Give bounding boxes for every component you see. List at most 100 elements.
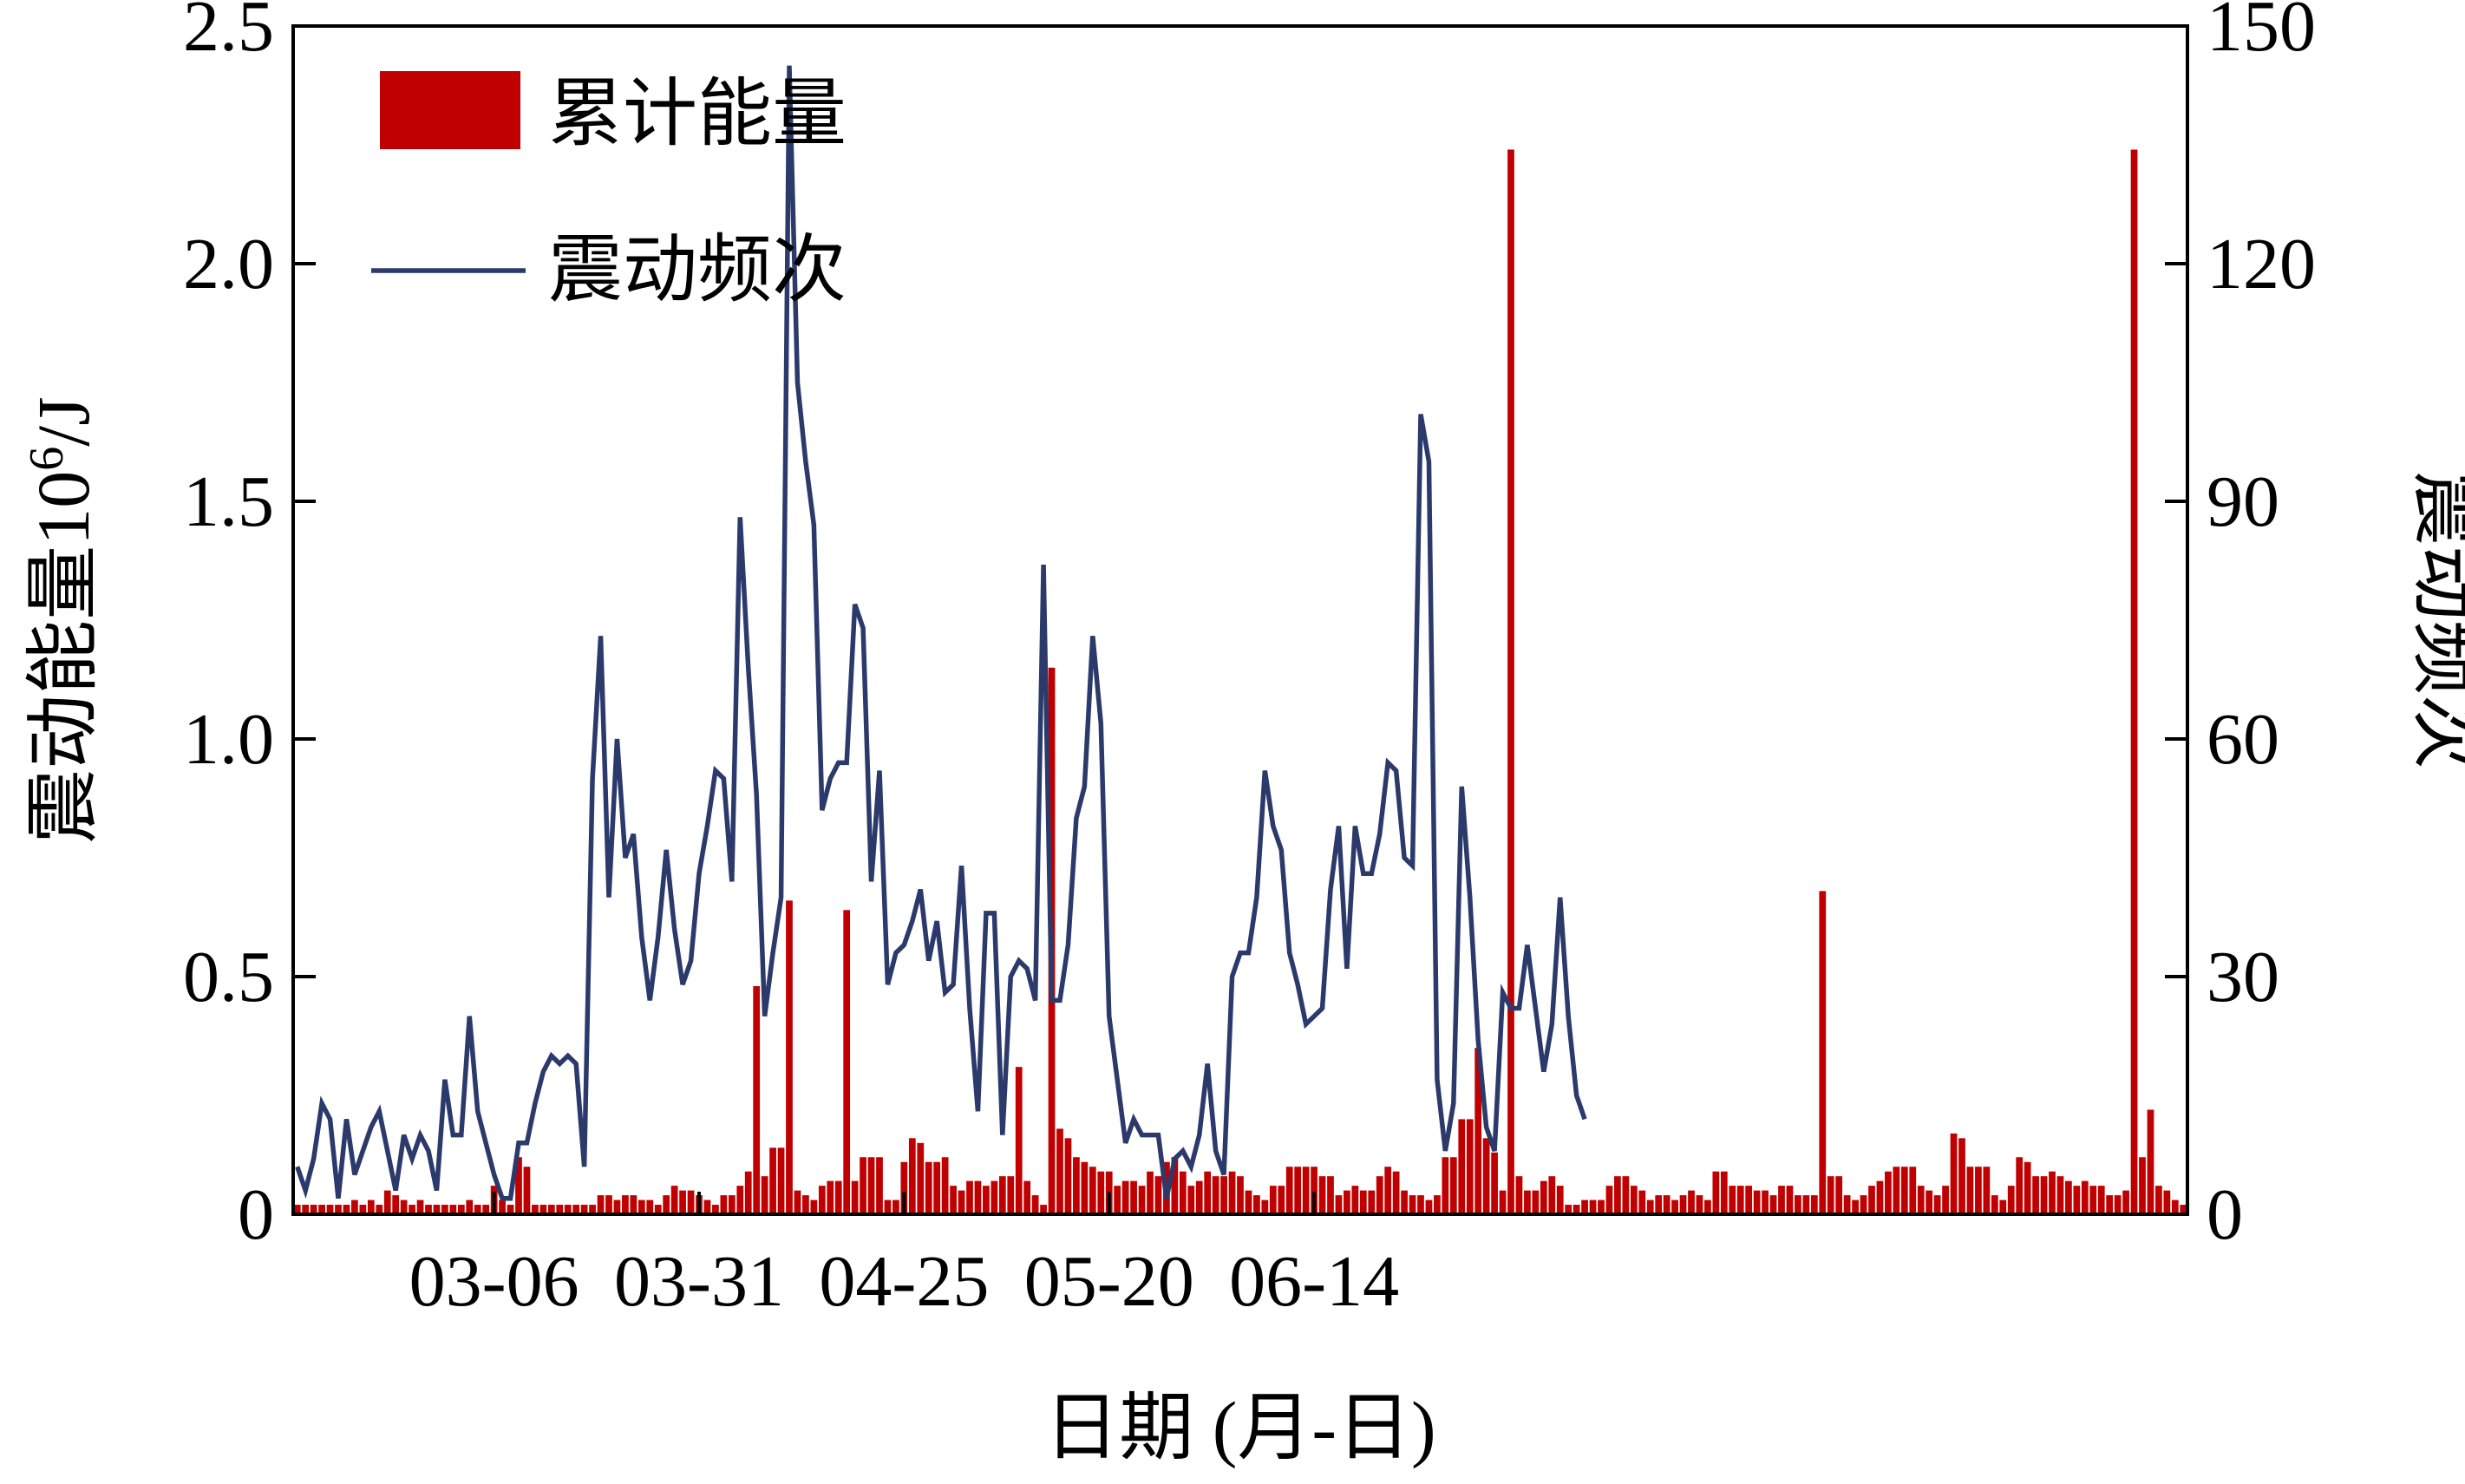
- energy-bar: [1179, 1171, 1187, 1214]
- energy-bar: [1499, 1190, 1507, 1214]
- axis-ticks: 0 0.5 1.0 1.5 2.0 2.5 0 30 60 90 120 150 03-06 03-31 0…: [183, 0, 2316, 1322]
- energy-bar: [1154, 1176, 1162, 1214]
- energy-bar: [728, 1195, 736, 1214]
- energy-bar: [1745, 1186, 1753, 1214]
- energy-bar: [1491, 1152, 1498, 1214]
- energy-bar: [457, 1205, 465, 1214]
- energy-bar: [1114, 1186, 1121, 1214]
- energy-bar: [1449, 1157, 1457, 1214]
- energy-bar: [441, 1205, 448, 1214]
- energy-bar: [1064, 1138, 1072, 1214]
- y-axis-left-title-main: 震动能量10: [22, 471, 105, 844]
- energy-bar: [1598, 1200, 1605, 1214]
- energy-bar: [1909, 1167, 1917, 1214]
- energy-bar: [786, 900, 793, 1214]
- energy-bar: [1417, 1195, 1424, 1214]
- energy-bar: [1893, 1167, 1900, 1214]
- energy-bar: [1384, 1167, 1392, 1214]
- y-axis-left-title-unit: /J: [22, 396, 105, 446]
- energy-bar: [1171, 1157, 1179, 1214]
- y-right-tick-label: 0: [2207, 1174, 2243, 1255]
- y-left-tick-label: 0.5: [183, 937, 274, 1017]
- energy-bar: [1704, 1200, 1711, 1214]
- energy-bar: [343, 1205, 350, 1214]
- x-tick-label: 04-25: [819, 1241, 989, 1322]
- energy-bar: [532, 1205, 539, 1214]
- energy-bar: [1212, 1176, 1219, 1214]
- energy-bar: [818, 1186, 826, 1214]
- energy-bar: [1786, 1186, 1794, 1214]
- energy-bar: [2171, 1200, 2179, 1214]
- energy-bar: [925, 1161, 932, 1214]
- energy-bar: [991, 1180, 998, 1214]
- frequency-line-layer: [295, 65, 1587, 1201]
- energy-bar: [1802, 1195, 1810, 1214]
- energy-bar: [515, 1157, 522, 1214]
- energy-bar: [1269, 1186, 1277, 1214]
- energy-bar: [1762, 1190, 1769, 1214]
- energy-bar: [802, 1195, 809, 1214]
- energy-bar: [1605, 1186, 1613, 1214]
- energy-bar: [1868, 1186, 1875, 1214]
- energy-bar: [1220, 1176, 1227, 1214]
- energy-bar: [1983, 1167, 1991, 1214]
- energy-bar: [1376, 1176, 1383, 1214]
- energy-bar: [2180, 1205, 2187, 1214]
- energy-bar: [1237, 1176, 1244, 1214]
- energy-bar: [941, 1157, 949, 1214]
- energy-bar: [507, 1205, 514, 1214]
- energy-bar: [1736, 1186, 1744, 1214]
- energy-bar: [1138, 1186, 1146, 1214]
- energy-bar: [1950, 1133, 1958, 1214]
- energy-bar: [2155, 1186, 2162, 1214]
- energy-bar: [622, 1195, 629, 1214]
- y-right-tick-label: 120: [2207, 224, 2316, 304]
- energy-bar: [1474, 1048, 1482, 1214]
- x-axis-title: 日期 (月-日): [1044, 1386, 1435, 1469]
- energy-bar: [1368, 1190, 1376, 1214]
- energy-bar: [1638, 1190, 1646, 1214]
- energy-bar: [310, 1205, 317, 1214]
- energy-bar: [1056, 1128, 1063, 1214]
- energy-bar: [523, 1167, 531, 1214]
- energy-bar: [1565, 1205, 1572, 1214]
- energy-bar: [654, 1205, 662, 1214]
- energy-bar: [1097, 1171, 1105, 1214]
- energy-bar: [1999, 1200, 2007, 1214]
- energy-bar: [1344, 1190, 1350, 1214]
- energy-bar: [539, 1205, 547, 1214]
- energy-bar: [958, 1190, 965, 1214]
- energy-bar: [1720, 1171, 1728, 1214]
- energy-bar: [1860, 1195, 1867, 1214]
- energy-bar: [1646, 1200, 1654, 1214]
- energy-bar: [663, 1195, 670, 1214]
- energy-bar: [409, 1205, 415, 1214]
- energy-bar: [1581, 1200, 1588, 1214]
- energy-bar: [933, 1161, 941, 1214]
- energy-bar: [482, 1205, 490, 1214]
- energy-bar: [703, 1200, 711, 1214]
- energy-bar: [1753, 1190, 1761, 1214]
- energy-bar: [1524, 1190, 1531, 1214]
- energy-bar: [425, 1205, 432, 1214]
- energy-bar: [1572, 1205, 1580, 1214]
- y-axis-right-title: 震动频次: [2405, 471, 2465, 769]
- energy-bar: [1679, 1195, 1687, 1214]
- energy-bar: [769, 1147, 776, 1214]
- energy-bar: [860, 1157, 866, 1214]
- energy-bar: [2049, 1171, 2056, 1214]
- y-left-tick-label: 1.0: [183, 699, 274, 780]
- energy-bar: [679, 1190, 686, 1214]
- energy-bar: [1712, 1171, 1720, 1214]
- energy-bar: [1876, 1180, 1884, 1214]
- energy-bar: [613, 1200, 621, 1214]
- energy-bar: [1942, 1186, 1949, 1214]
- energy-bar: [433, 1205, 441, 1214]
- y-left-tick-label: 2.5: [183, 0, 274, 67]
- energy-bar: [2097, 1186, 2105, 1214]
- energy-bar: [1335, 1195, 1343, 1214]
- x-tick-label: 05-20: [1024, 1241, 1194, 1322]
- energy-bar: [359, 1205, 367, 1214]
- energy-bar: [998, 1176, 1006, 1214]
- energy-bar: [2073, 1186, 2081, 1214]
